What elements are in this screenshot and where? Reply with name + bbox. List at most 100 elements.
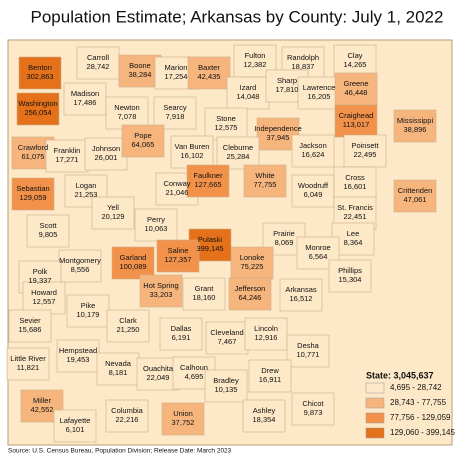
source: Source: U.S. Census Bureau, Population D… [8, 448, 232, 455]
county [393, 179, 437, 213]
county-value: 12,382 [244, 60, 267, 69]
county-name: Clay [347, 51, 362, 60]
county-value: 399,145 [196, 244, 223, 253]
county [156, 239, 200, 273]
county-value: 12,916 [255, 333, 278, 342]
county [84, 137, 128, 171]
county-name: Ashley [253, 406, 276, 415]
county [111, 246, 155, 280]
county-value: 22,451 [344, 212, 367, 221]
county-value: 302,863 [26, 72, 53, 81]
county [53, 409, 97, 443]
county-value: 9,805 [39, 230, 58, 239]
county-name: Hempstead [59, 346, 97, 355]
county-value: 38,896 [404, 125, 427, 134]
county-name: Mississippi [397, 116, 434, 125]
county-value: 22,049 [147, 373, 170, 382]
legend-swatch [365, 382, 385, 394]
county [242, 399, 286, 433]
county-name: Lafayette [60, 416, 91, 425]
county-name: White [255, 171, 274, 180]
county-value: 10,135 [215, 385, 238, 394]
county-value: 17,271 [56, 155, 79, 164]
county-name: Saline [168, 246, 189, 255]
county [244, 317, 288, 351]
county [393, 109, 437, 143]
county-name: Union [173, 409, 193, 418]
county-value: 15,304 [339, 275, 362, 284]
county-name: Randolph [287, 53, 319, 62]
county-value: 75,225 [241, 262, 264, 271]
county-name: Fulton [245, 51, 266, 60]
county-name: Pulaski [198, 235, 223, 244]
county-value: 61,075 [22, 152, 45, 161]
county-value: 129,059 [19, 193, 46, 202]
county [161, 402, 205, 436]
county-name: Columbia [111, 406, 144, 415]
county-value: 14,265 [344, 60, 367, 69]
county-value: 16,205 [308, 92, 331, 101]
county-name: Cleveland [210, 328, 243, 337]
county-name: Pope [134, 131, 152, 140]
county-name: Drew [261, 366, 279, 375]
county-name: Baxter [198, 63, 220, 72]
county-name: Lincoln [254, 324, 278, 333]
county-value: 100,089 [119, 262, 146, 271]
county-name: Benton [28, 63, 52, 72]
county-name: Ouachita [143, 364, 174, 373]
county [105, 399, 149, 433]
county [182, 277, 226, 311]
county [159, 317, 203, 351]
county-value: 22,495 [354, 150, 377, 159]
county-value: 256,054 [24, 108, 51, 117]
county-name: Dallas [171, 324, 192, 333]
county-value: 47,061 [404, 195, 427, 204]
county [343, 134, 387, 168]
county-name: Faulkner [193, 171, 223, 180]
county-value: 37,752 [172, 418, 195, 427]
map-title: Population Estimate; Arkansas by County:… [31, 7, 444, 26]
county-name: Jackson [299, 141, 327, 150]
county-name: Washington [18, 99, 57, 108]
county-value: 127,357 [164, 255, 191, 264]
county-name: Montgomery [59, 256, 101, 265]
county-value: 21,253 [75, 190, 98, 199]
county-name: Monroe [305, 243, 330, 252]
county-value: 7,467 [218, 337, 237, 346]
county-value: 18,837 [292, 62, 315, 71]
county [106, 309, 150, 343]
county [66, 294, 110, 328]
county-value: 10,063 [145, 224, 168, 233]
county-value: 10,179 [77, 310, 100, 319]
county-value: 46,448 [345, 88, 368, 97]
county [22, 281, 66, 315]
county-name: Miller [33, 396, 51, 405]
county-value: 18,160 [193, 293, 216, 302]
county-value: 21,250 [117, 325, 140, 334]
county [204, 107, 248, 141]
county-name: Madison [71, 89, 99, 98]
county-value: 17,810 [276, 85, 299, 94]
county-name: Lawrence [303, 83, 336, 92]
county-name: Bradley [213, 376, 239, 385]
county-value: 28,742 [87, 62, 110, 71]
county-value: 18,354 [253, 415, 276, 424]
county [279, 278, 323, 312]
county-value: 20,129 [102, 212, 125, 221]
county [216, 136, 260, 170]
county-name: Sevier [19, 316, 41, 325]
county-name: Hot Spring [143, 281, 178, 290]
county-value: 11,821 [17, 363, 39, 372]
county-name: Conway [163, 179, 190, 188]
county-name: Boone [129, 61, 151, 70]
county [334, 104, 378, 138]
county-name: Lee [347, 229, 360, 238]
county-value: 16,512 [290, 294, 313, 303]
county-name: Scott [39, 221, 57, 230]
county-name: Newton [114, 103, 139, 112]
legend: 4,695 - 28,742 28,743 - 77,755 77,756 - 12… [365, 382, 455, 439]
county-value: 19,337 [29, 276, 52, 285]
county-value: 64,065 [132, 140, 155, 149]
county-name: Independence [254, 124, 302, 133]
